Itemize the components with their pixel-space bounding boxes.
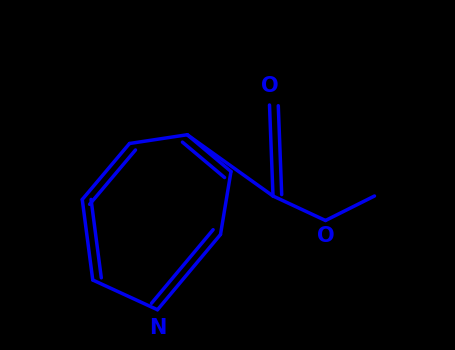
Text: O: O [317,226,334,246]
Text: N: N [149,318,166,338]
Text: O: O [261,76,278,96]
